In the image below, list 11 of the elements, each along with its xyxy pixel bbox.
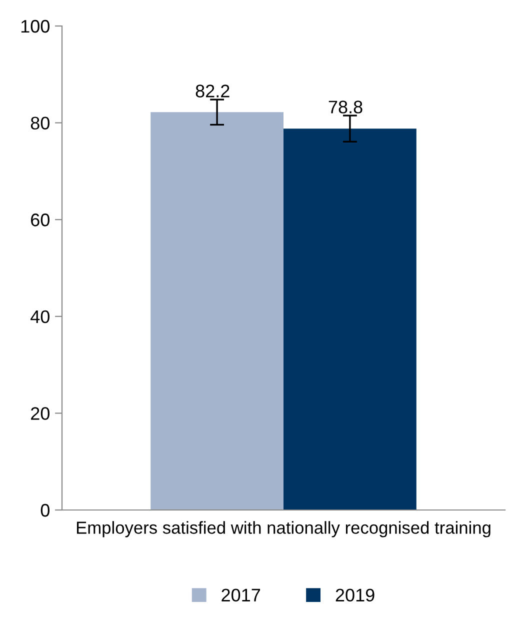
y-tick-label: 40 [30, 310, 50, 324]
data-label: 78.8 [328, 100, 362, 114]
y-tick-label: 20 [31, 407, 50, 420]
y-tick-label: 0 [40, 504, 50, 517]
legend-label: 2019 [336, 588, 374, 602]
y-tick-label: 60 [31, 214, 50, 226]
legend-label: 2017 [222, 588, 260, 602]
y-tick-label: 100 [21, 20, 50, 33]
data-label: 82.2 [196, 84, 230, 98]
y-tick-label: 80 [30, 116, 50, 130]
x-tick-label: Employers satisfied with nationally recognised training [76, 521, 490, 538]
